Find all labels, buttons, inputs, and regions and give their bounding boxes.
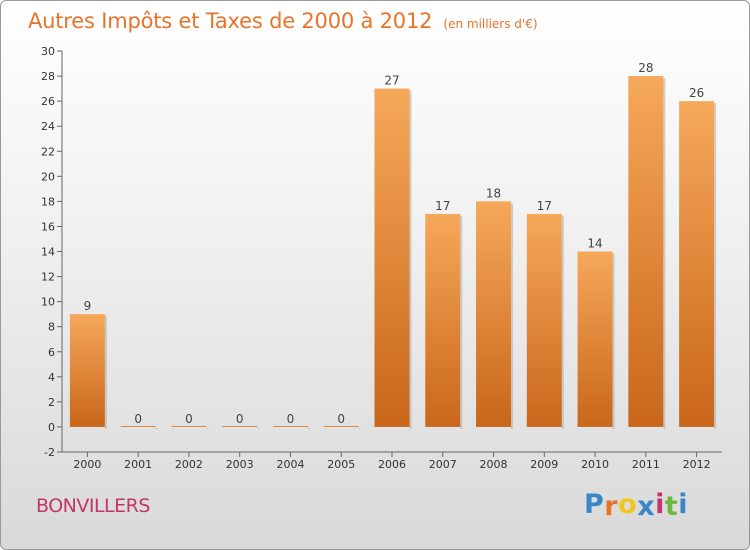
y-tick-label: 28 xyxy=(41,70,55,83)
bar-shadow xyxy=(104,316,107,429)
x-tick-label: 2001 xyxy=(124,458,152,471)
y-tick-label: 26 xyxy=(41,95,55,108)
bar xyxy=(374,88,410,427)
bar xyxy=(526,213,562,427)
logo-letter: t xyxy=(664,491,679,522)
bar-shadow xyxy=(511,203,514,429)
bar-shadow xyxy=(155,427,158,429)
data-label: 17 xyxy=(537,199,552,213)
y-tick-label: 0 xyxy=(48,421,55,434)
y-tick-label: 12 xyxy=(41,271,55,284)
chart-title: Autres Impôts et Taxes de 2000 à 2012 xyxy=(28,9,433,33)
data-label: 0 xyxy=(337,412,345,426)
logo-letter: i xyxy=(678,489,689,520)
y-tick-label: 24 xyxy=(41,120,55,133)
bar xyxy=(425,213,461,427)
x-tick-label: 2002 xyxy=(175,458,203,471)
y-tick-label: 30 xyxy=(41,45,55,58)
data-label: 0 xyxy=(236,412,244,426)
bar-shadow xyxy=(663,78,666,429)
bar-shadow xyxy=(307,427,310,429)
x-tick-label: 2008 xyxy=(480,458,508,471)
logo-letter: o xyxy=(618,489,638,520)
x-tick-label: 2009 xyxy=(530,458,558,471)
y-tick-label: 8 xyxy=(48,321,55,334)
y-tick-label: 20 xyxy=(41,170,55,183)
bar xyxy=(120,425,156,427)
y-tick-label: 2 xyxy=(48,396,55,409)
y-tick-label: 22 xyxy=(41,145,55,158)
x-tick-label: 2010 xyxy=(581,458,609,471)
bar xyxy=(476,201,512,427)
logo-letter: r xyxy=(604,491,619,522)
data-labels: 9 0 0 0 0 0 27 17 18 17 14 28 26 xyxy=(84,61,705,426)
bar xyxy=(69,314,105,427)
logo-letter: i xyxy=(655,489,665,520)
y-tick-label: -2 xyxy=(44,446,55,459)
bar xyxy=(323,425,359,427)
y-tick-label: 4 xyxy=(48,371,55,384)
x-tick-label: 2011 xyxy=(632,458,660,471)
bar xyxy=(679,101,715,427)
data-label: 9 xyxy=(84,299,92,313)
data-label: 17 xyxy=(435,199,450,213)
data-label: 0 xyxy=(185,412,193,426)
bar-shadow xyxy=(612,253,615,429)
bars xyxy=(69,76,717,429)
bar-shadow xyxy=(561,215,564,429)
y-tick-label: 6 xyxy=(48,346,55,359)
x-tick-label: 2004 xyxy=(276,458,304,471)
y-tick-label: 18 xyxy=(41,195,55,208)
bar-shadow xyxy=(714,103,717,429)
data-label: 0 xyxy=(134,412,142,426)
x-tick-label: 2006 xyxy=(378,458,406,471)
bar-shadow xyxy=(460,215,463,429)
chart-subtitle: (en milliers d'€) xyxy=(443,17,538,31)
bar xyxy=(272,425,308,427)
data-label: 0 xyxy=(287,412,295,426)
y-tick-label: 14 xyxy=(41,246,55,259)
commune-name: BONVILLERS xyxy=(36,495,150,517)
bar xyxy=(577,251,613,427)
data-label: 14 xyxy=(587,237,602,251)
bar xyxy=(628,76,664,427)
x-tick-label: 2007 xyxy=(429,458,457,471)
bar xyxy=(171,425,207,427)
bar-shadow xyxy=(206,427,209,429)
logo-letter: x xyxy=(637,491,656,522)
x-tick-label: 2003 xyxy=(226,458,254,471)
proxiti-logo[interactable]: Proxiti xyxy=(584,489,689,522)
data-label: 18 xyxy=(486,186,501,200)
data-label: 27 xyxy=(384,74,399,88)
title-line: Autres Impôts et Taxes de 2000 à 2012 (e… xyxy=(28,9,538,33)
y-tick-label: 16 xyxy=(41,220,55,233)
x-tick-label: 2005 xyxy=(327,458,355,471)
data-label: 28 xyxy=(638,61,653,75)
bar-shadow xyxy=(358,427,361,429)
y-tick-label: 10 xyxy=(41,296,55,309)
x-tick-label: 2012 xyxy=(683,458,711,471)
logo-letter: P xyxy=(584,489,605,520)
bar xyxy=(222,425,258,427)
x-tick-label: 2000 xyxy=(73,458,101,471)
bar-shadow xyxy=(409,90,412,429)
data-label: 26 xyxy=(689,86,704,100)
bar-shadow xyxy=(257,427,260,429)
